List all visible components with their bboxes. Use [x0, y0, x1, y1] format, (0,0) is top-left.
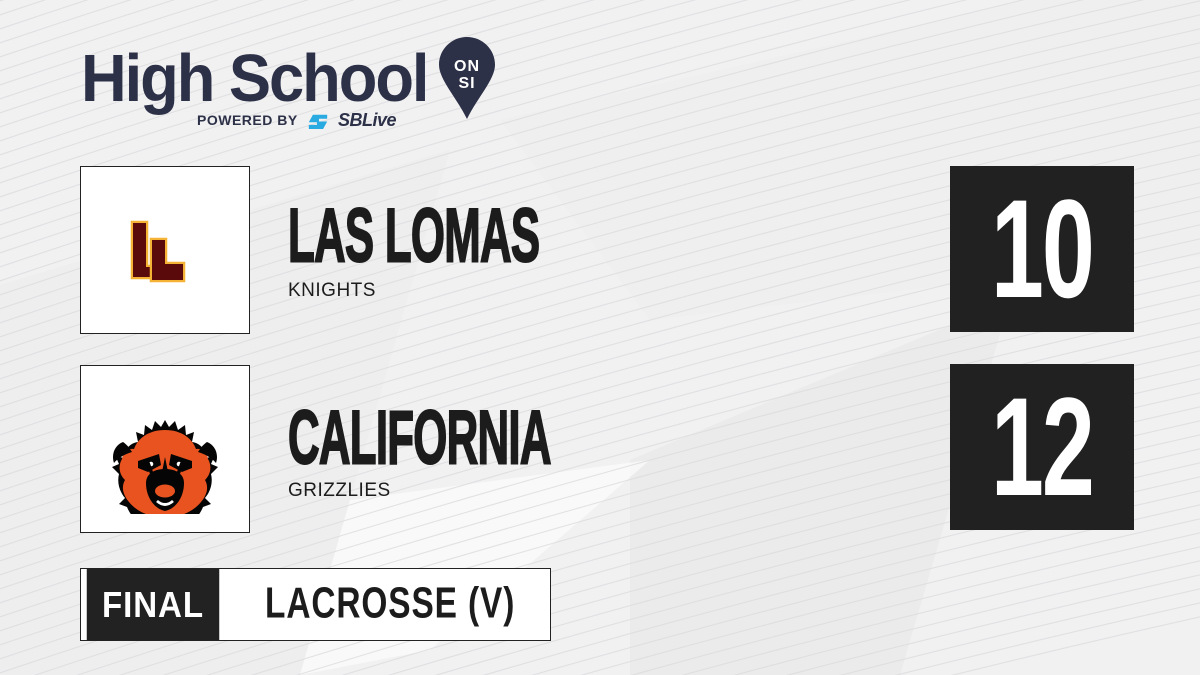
svg-text:ON: ON — [454, 58, 480, 75]
svg-text:SBLive: SBLive — [338, 110, 397, 130]
svg-text:SI: SI — [458, 75, 475, 92]
